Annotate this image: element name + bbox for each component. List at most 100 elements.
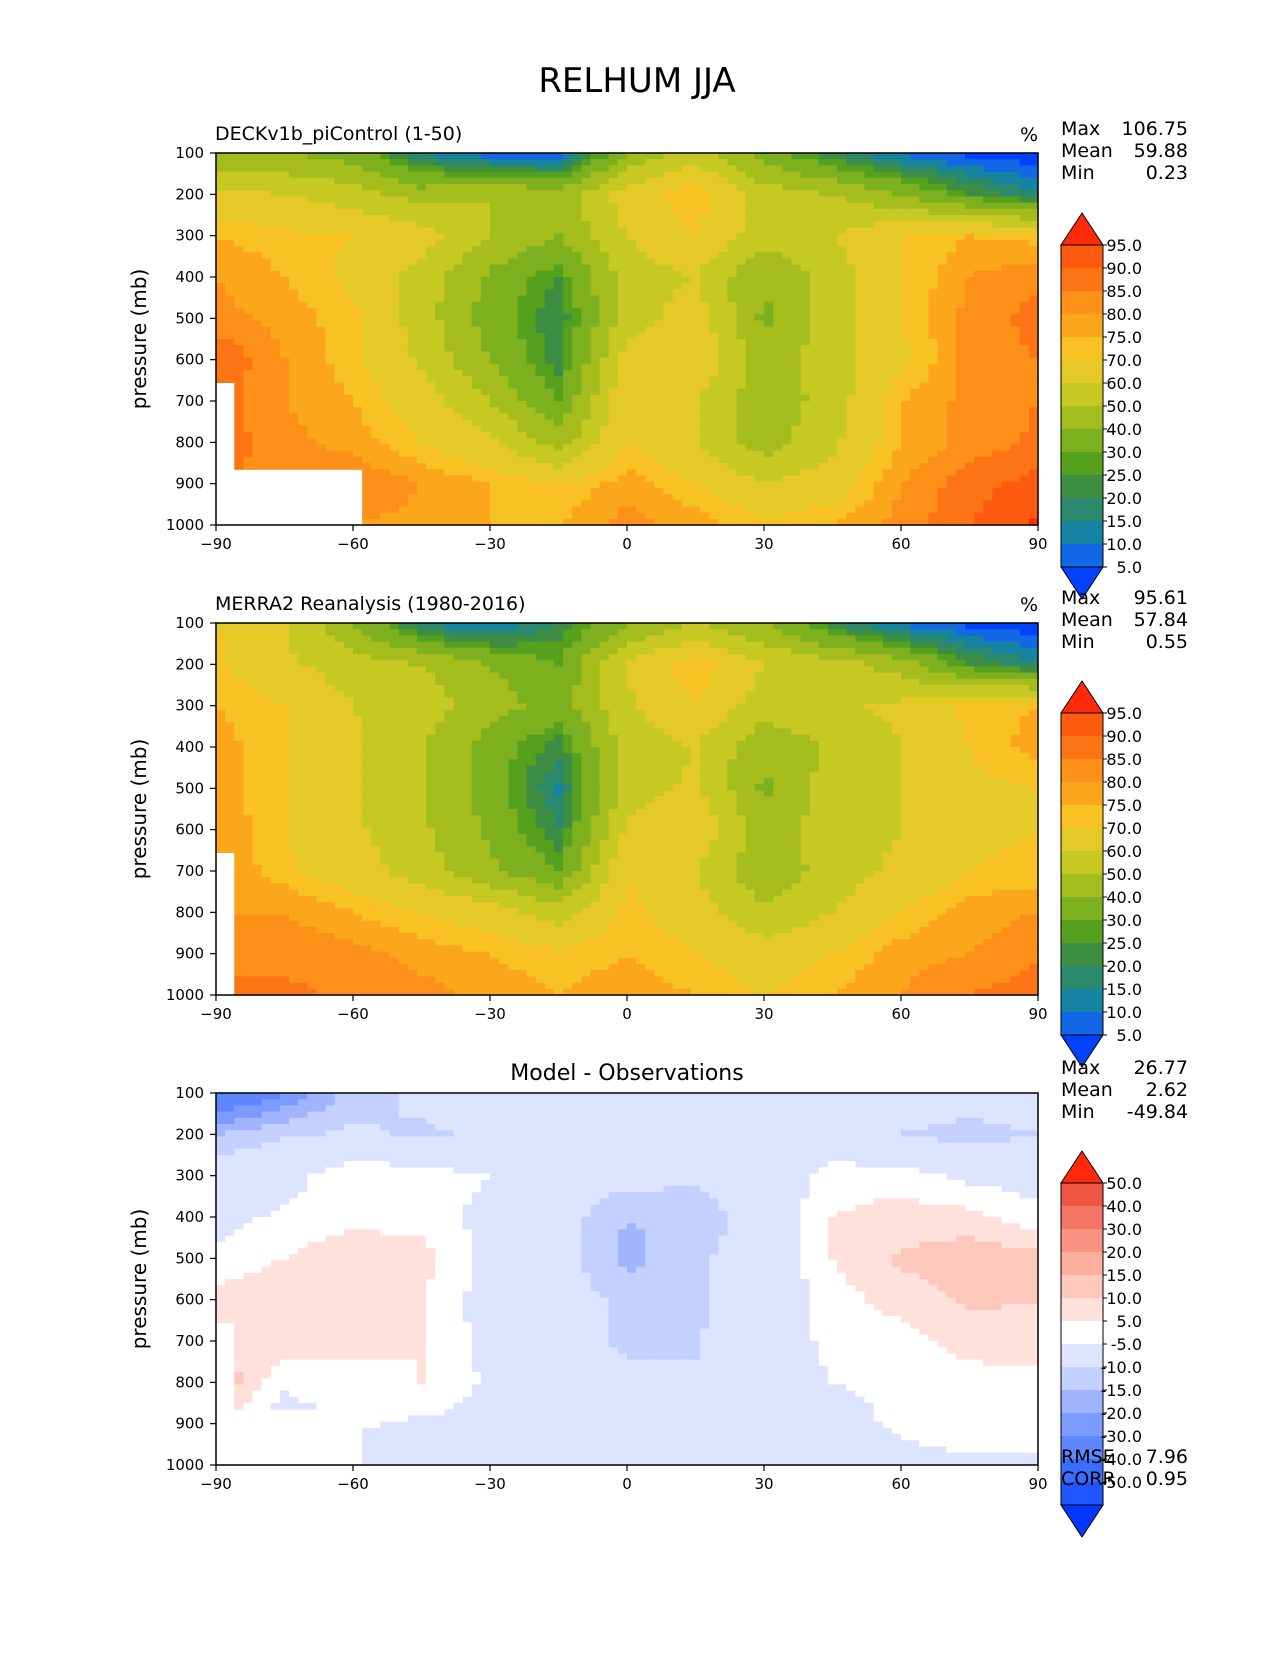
contour-cell: [499, 203, 509, 210]
contour-cell: [1001, 432, 1011, 439]
contour-cell: [463, 227, 473, 234]
contour-cell: [645, 488, 655, 495]
contour-cell: [554, 252, 564, 259]
contour-cell: [1001, 438, 1011, 445]
contour-cell: [864, 240, 874, 247]
contour-cell: [1029, 227, 1039, 234]
contour-cell: [545, 382, 555, 389]
contour-cell: [234, 277, 244, 284]
contour-cell: [691, 475, 701, 482]
contour-cell: [298, 432, 308, 439]
contour-cell: [326, 221, 336, 228]
contour-cell: [755, 432, 765, 439]
contour-cell: [307, 407, 317, 414]
contour-cell: [590, 457, 600, 464]
contour-cell: [718, 327, 728, 334]
contour-cell: [326, 320, 336, 327]
contour-cell: [791, 438, 801, 445]
contour-cell: [280, 320, 290, 327]
contour-cell: [426, 451, 436, 458]
contour-cell: [371, 209, 381, 216]
contour-cell: [536, 395, 546, 402]
contour-cell: [490, 469, 500, 476]
contour-cell: [782, 345, 792, 352]
contour-cell: [490, 413, 500, 420]
contour-cell: [938, 438, 948, 445]
contour-cell: [947, 339, 957, 346]
contour-cell: [1011, 184, 1021, 191]
contour-cell: [947, 178, 957, 185]
contour-cell: [691, 209, 701, 216]
contour-cell: [727, 153, 737, 160]
contour-cell: [773, 376, 783, 383]
contour-cell: [992, 246, 1002, 253]
contour-cell: [362, 165, 372, 172]
contour-cell: [928, 413, 938, 420]
contour-cell: [435, 240, 445, 247]
contour-cell: [901, 215, 911, 222]
contour-cell: [1029, 444, 1039, 451]
contour-cell: [919, 438, 929, 445]
contour-cell: [828, 407, 838, 414]
contour-cell: [664, 482, 674, 489]
contour-cell: [910, 364, 920, 371]
contour-cell: [919, 252, 929, 259]
contour-cell: [664, 196, 674, 203]
contour-cell: [344, 351, 354, 358]
contour-cell: [362, 463, 372, 470]
contour-cell: [527, 153, 537, 160]
contour-cell: [709, 283, 719, 290]
contour-cell: [992, 234, 1002, 241]
contour-cell: [390, 252, 400, 259]
contour-cell: [572, 314, 582, 321]
contour-cell: [782, 227, 792, 234]
contour-cell: [527, 252, 537, 259]
contour-cell: [316, 395, 326, 402]
contour-cell: [1001, 469, 1011, 476]
contour-cell: [782, 333, 792, 340]
contour-cell: [517, 302, 527, 309]
contour-cell: [682, 451, 692, 458]
contour-cell: [344, 283, 354, 290]
contour-cell: [938, 413, 948, 420]
contour-cell: [344, 203, 354, 210]
contour-cell: [947, 172, 957, 179]
contour-cell: [444, 190, 454, 197]
contour-cell: [499, 258, 509, 265]
contour-cell: [371, 432, 381, 439]
contour-cell: [755, 488, 765, 495]
contour-cell: [435, 209, 445, 216]
contour-cell: [362, 258, 372, 265]
contour-cell: [737, 246, 747, 253]
contour-cell: [344, 451, 354, 458]
contour-cell: [417, 184, 427, 191]
contour-cell: [810, 258, 820, 265]
contour-cell: [335, 159, 345, 166]
contour-cell: [965, 227, 975, 234]
contour-cell: [262, 165, 272, 172]
contour-cell: [974, 153, 984, 160]
contour-cell: [791, 451, 801, 458]
contour-cell: [435, 190, 445, 197]
contour-cell: [380, 209, 390, 216]
contour-cell: [627, 308, 637, 315]
contour-cell: [855, 320, 865, 327]
contour-cell: [992, 265, 1002, 272]
contour-cell: [691, 246, 701, 253]
contour-cell: [572, 252, 582, 259]
contour-cell: [819, 370, 829, 377]
contour-cell: [782, 370, 792, 377]
contour-cell: [609, 494, 619, 501]
contour-cell: [316, 426, 326, 433]
contour-cell: [919, 246, 929, 253]
contour-cell: [1001, 420, 1011, 427]
contour-cell: [919, 296, 929, 303]
contour-cell: [554, 395, 564, 402]
contour-cell: [883, 184, 893, 191]
contour-cell: [819, 339, 829, 346]
contour-cell: [691, 339, 701, 346]
contour-cell: [481, 314, 491, 321]
contour-cell: [727, 438, 737, 445]
contour-cell: [262, 178, 272, 185]
contour-cell: [1020, 401, 1030, 408]
